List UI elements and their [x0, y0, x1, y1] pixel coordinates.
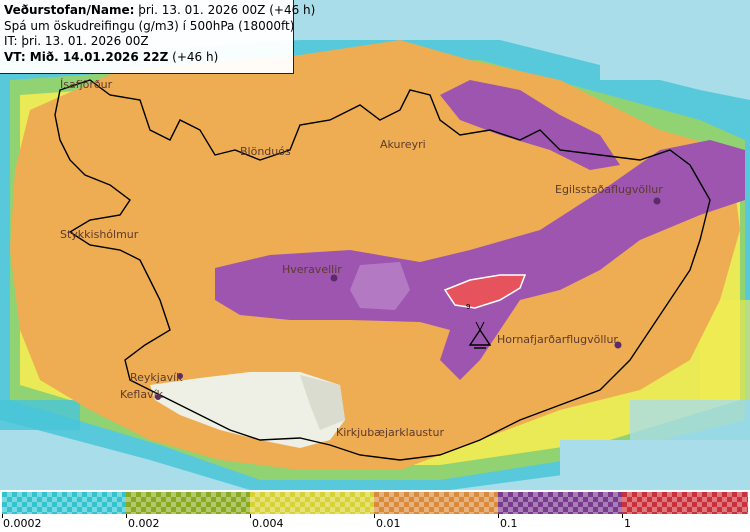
place-label-kirkjubaejarklaustur: Kirkjubæjarklaustur — [336, 426, 444, 439]
marker-egilsstadir — [653, 197, 661, 205]
marker-keflavik — [155, 394, 161, 400]
legend-swatch-0-002 — [126, 492, 250, 514]
legend-swatch-1 — [622, 492, 748, 514]
legend-swatch-0-004 — [250, 492, 374, 514]
place-label-reykjavik: Reykjavík — [130, 371, 183, 384]
valid-time: VT: Mið. 14.01.2026 22Z (+46 h) — [4, 49, 219, 64]
place-label-isafjordur: Ísafjörður — [60, 78, 113, 91]
legend-label-0-1: 0.1 — [500, 517, 518, 530]
place-label-stykkisholmur: Stykkishólmur — [60, 228, 139, 241]
ash-band-0-1-core — [350, 262, 410, 310]
legend-label-0-004: 0.004 — [252, 517, 284, 530]
legend-swatch-0-01 — [374, 492, 498, 514]
legend-label-0-002: 0.002 — [128, 517, 160, 530]
forecast-info-box: Veðurstofan/Name: þri. 13. 01. 2026 00Z … — [0, 0, 316, 74]
ash-band-0-1-north — [440, 80, 620, 170]
marker-reykjavik — [177, 373, 183, 379]
legend-swatch-0-1 — [498, 492, 622, 514]
volcano-icon — [468, 321, 492, 349]
place-label-hornafjordur: Hornafjarðarflugvöllur — [497, 333, 618, 346]
ash-dispersion-map: Ísafjörður Akureyri Blönduós Egilsstaðaf… — [0, 0, 750, 490]
clear-land-shading — [300, 375, 345, 430]
iceland-coastline — [54, 79, 711, 461]
volcano-marker-label: 9 — [466, 303, 470, 311]
clear-land-area — [150, 372, 345, 448]
ash-band-1 — [443, 274, 527, 309]
marker-hveravellir — [330, 274, 338, 282]
concentration-legend: 0.0002 0.002 0.004 0.01 0.1 1 — [0, 490, 750, 532]
ash-band-0-1 — [215, 140, 745, 380]
initial-time: IT: þri. 13. 01. 2026 00Z — [4, 34, 149, 48]
legend-label-0-0002: 0.0002 — [3, 517, 42, 530]
place-markers — [155, 197, 661, 400]
legend-label-0-01: 0.01 — [376, 517, 401, 530]
legend-swatch-0-0002 — [2, 492, 126, 514]
issuer-line: Veðurstofan/Name: þri. 13. 01. 2026 00Z … — [4, 3, 316, 17]
legend-label-1: 1 — [624, 517, 631, 530]
place-label-keflavik: Keflavík — [120, 388, 164, 401]
place-label-blonduos: Blönduós — [240, 145, 291, 158]
place-label-egilsstadir: Egilsstaðaflugvöllur — [555, 183, 663, 196]
forecast-description: Spá um öskudreifingu (g/m3) í 500hPa (18… — [4, 18, 295, 33]
place-label-akureyri: Akureyri — [380, 138, 426, 151]
place-label-hveravellir: Hveravellir — [282, 263, 342, 276]
marker-hornafjordur — [614, 341, 622, 349]
